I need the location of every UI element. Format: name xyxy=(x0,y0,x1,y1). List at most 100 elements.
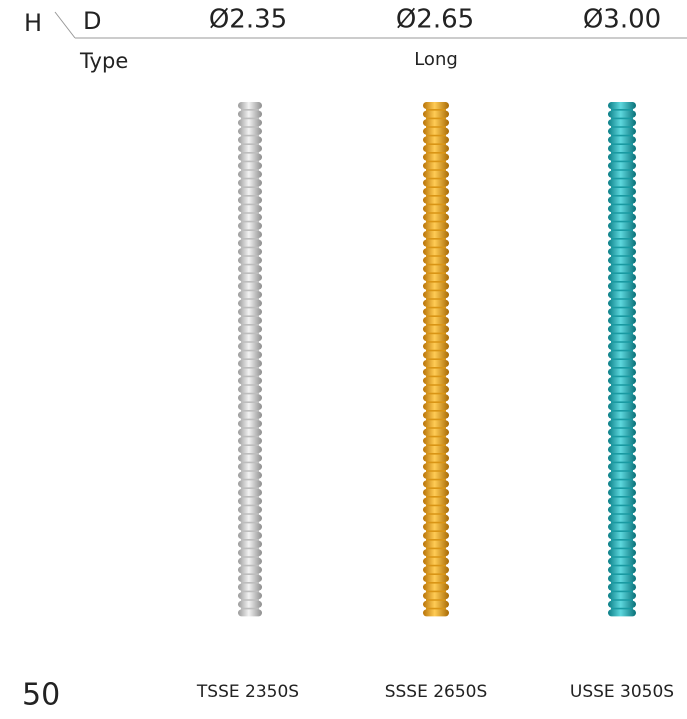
thread xyxy=(238,119,262,127)
thread xyxy=(608,145,636,152)
thread xyxy=(608,179,636,187)
thread xyxy=(608,583,636,591)
thread xyxy=(238,471,262,479)
thread xyxy=(238,299,262,307)
thread xyxy=(423,205,449,213)
thread xyxy=(238,540,262,548)
thread xyxy=(423,420,449,428)
thread xyxy=(423,411,449,419)
thread xyxy=(423,583,449,591)
thread xyxy=(423,600,449,608)
thread xyxy=(608,566,636,574)
rod-core xyxy=(241,102,259,616)
product-code: USSE 3050S xyxy=(570,682,674,702)
thread xyxy=(238,110,262,118)
thread xyxy=(238,609,262,617)
thread xyxy=(423,540,449,548)
thread xyxy=(423,239,449,247)
thread xyxy=(238,102,262,109)
thread xyxy=(238,368,262,376)
diameter: Ø2.65 xyxy=(396,5,474,35)
thread xyxy=(608,256,636,264)
thread xyxy=(238,213,262,221)
h-label: H xyxy=(24,9,42,37)
thread xyxy=(608,110,636,118)
thread xyxy=(238,514,262,522)
thread xyxy=(238,342,262,350)
thread xyxy=(423,282,449,290)
thread xyxy=(608,609,636,617)
thread xyxy=(608,308,636,316)
thread xyxy=(238,308,262,316)
thread xyxy=(238,583,262,591)
diameter: Ø3.00 xyxy=(583,5,661,35)
thread xyxy=(423,102,449,109)
thread xyxy=(608,239,636,247)
thread xyxy=(423,127,449,135)
thread xyxy=(423,222,449,230)
thread xyxy=(608,119,636,127)
thread xyxy=(423,145,449,152)
thread xyxy=(608,299,636,307)
thread xyxy=(423,549,449,557)
thread xyxy=(608,523,636,531)
thread xyxy=(608,274,636,281)
thread xyxy=(238,334,262,342)
height: 50 xyxy=(22,678,60,713)
thread xyxy=(608,317,636,324)
thread xyxy=(608,394,636,402)
product-code: TSSE 2350S xyxy=(196,682,299,702)
thread xyxy=(423,119,449,127)
thread xyxy=(238,145,262,152)
thread xyxy=(238,506,262,514)
thread xyxy=(238,248,262,256)
type: Long xyxy=(414,49,458,70)
thread xyxy=(238,222,262,230)
thread xyxy=(423,325,449,333)
thread xyxy=(238,351,262,359)
diameter: Ø2.35 xyxy=(209,5,287,35)
thread xyxy=(608,342,636,350)
thread xyxy=(423,110,449,118)
thread xyxy=(238,385,262,393)
thread xyxy=(238,428,262,436)
thread xyxy=(608,248,636,256)
thread xyxy=(608,351,636,359)
thread xyxy=(238,360,262,367)
thread xyxy=(238,549,262,557)
thread xyxy=(608,153,636,161)
thread xyxy=(423,231,449,238)
thread xyxy=(423,532,449,539)
implant-rods xyxy=(238,102,636,617)
thread xyxy=(423,274,449,281)
thread xyxy=(238,205,262,213)
thread xyxy=(608,334,636,342)
thread xyxy=(423,480,449,488)
thread xyxy=(423,162,449,170)
thread xyxy=(423,265,449,273)
thread xyxy=(238,162,262,170)
rod-core xyxy=(426,102,446,616)
thread xyxy=(238,557,262,565)
thread xyxy=(423,428,449,436)
thread xyxy=(423,463,449,471)
thread xyxy=(238,394,262,402)
thread xyxy=(238,489,262,496)
thread xyxy=(423,394,449,402)
thread xyxy=(423,506,449,514)
thread xyxy=(608,506,636,514)
type-label: Type xyxy=(79,49,128,73)
thread xyxy=(423,299,449,307)
thread xyxy=(608,385,636,393)
thread xyxy=(608,463,636,471)
thread xyxy=(608,102,636,109)
thread xyxy=(608,162,636,170)
thread xyxy=(608,514,636,522)
thread xyxy=(238,437,262,445)
thread xyxy=(423,454,449,462)
thread xyxy=(423,437,449,445)
thread xyxy=(608,291,636,299)
thread xyxy=(423,368,449,376)
thread xyxy=(238,592,262,600)
